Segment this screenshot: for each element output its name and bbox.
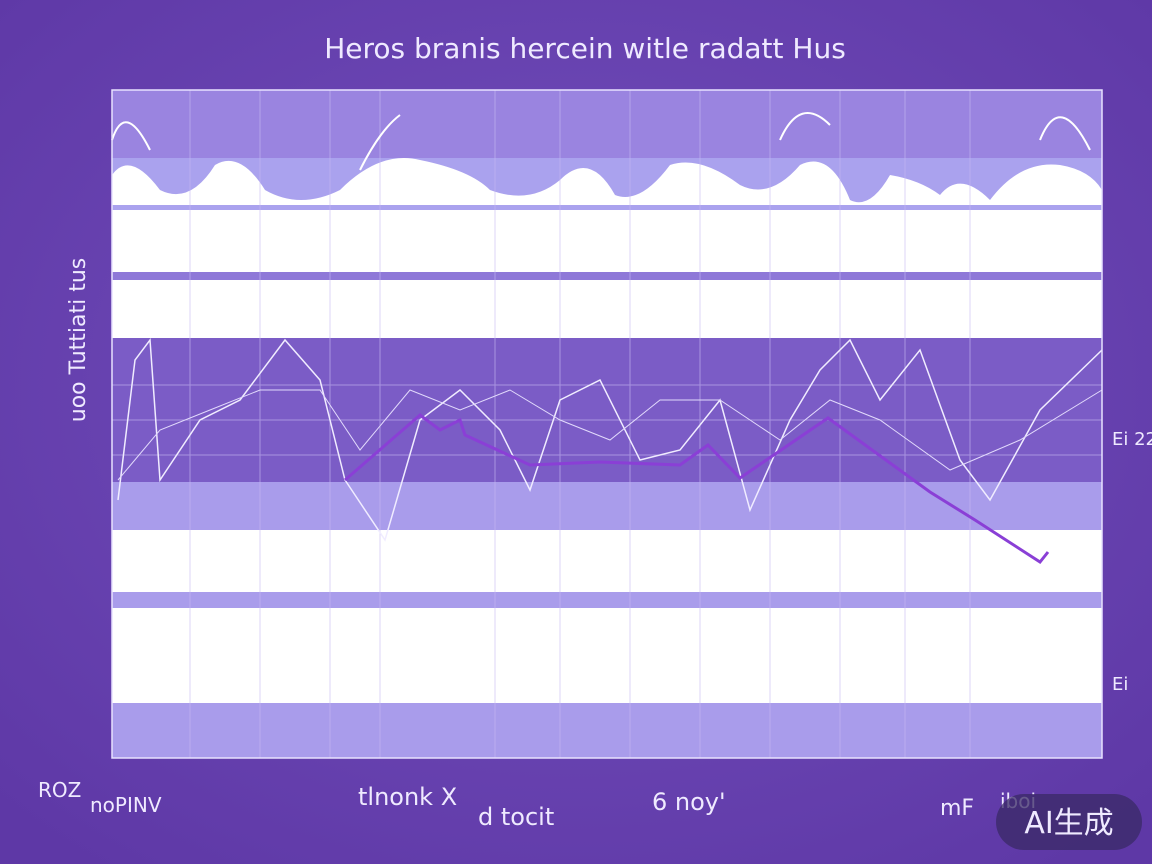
title: Heros branis hercein witle radatt Hus [324, 32, 846, 65]
purple-line [344, 413, 1050, 564]
band [112, 210, 1102, 272]
right-label: Ei 22 [1112, 429, 1152, 450]
right-label: Ei [1112, 674, 1128, 695]
band [112, 703, 1102, 758]
band [112, 280, 1102, 338]
x-label: mF [940, 796, 974, 821]
x-label: ROZ [38, 778, 81, 802]
band [112, 482, 1102, 530]
x-label: d tocit [478, 803, 554, 831]
thin-line [117, 389, 1103, 481]
x-label: 6 noy' [652, 788, 726, 816]
x-label: tlnonk X [358, 783, 457, 811]
band [112, 530, 1102, 592]
grid [112, 90, 1102, 758]
plot-frame [111, 89, 1103, 759]
watermark: AI生成 [1024, 806, 1113, 841]
peak-lines [111, 112, 1091, 171]
y-axis-label: uoo Tuttiati tus [66, 258, 91, 423]
thin-line [117, 337, 1103, 542]
band [112, 338, 1102, 482]
x-label: noPINV [90, 793, 162, 817]
watermark-bg [996, 794, 1142, 850]
band [112, 608, 1102, 703]
band [112, 90, 1102, 160]
white-wave [112, 158, 1102, 205]
plot-area [111, 89, 1103, 759]
band [112, 592, 1102, 608]
